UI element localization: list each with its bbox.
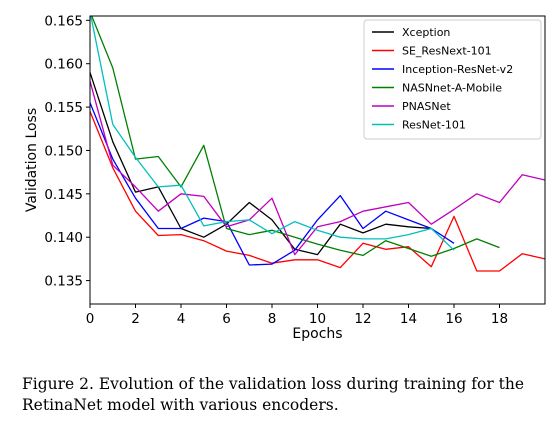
- series-line-nasnnet-a-mobile: [91, 16, 500, 257]
- y-tick-label: 0.145: [44, 187, 83, 203]
- legend-entry: NASNnet-A-Mobile: [402, 82, 502, 95]
- series-line-pnasnet: [90, 80, 545, 256]
- series-layer: [90, 16, 545, 272]
- x-axis-label: Epochs: [292, 326, 342, 342]
- y-tick-label: 0.165: [44, 13, 83, 29]
- x-tick-label: 16: [445, 311, 462, 327]
- x-tick-label: 14: [400, 311, 417, 327]
- legend-entry: ResNet-101: [402, 119, 466, 132]
- legend-entry: Inception-ResNet-v2: [402, 63, 513, 76]
- y-tick-label: 0.160: [44, 57, 83, 73]
- legend-box: [363, 19, 542, 140]
- x-tick-label: 10: [309, 311, 326, 327]
- series-line-xception: [90, 72, 432, 256]
- y-tick-label: 0.135: [44, 274, 83, 290]
- x-tick-label: 4: [177, 311, 186, 327]
- legend: Xception SE_ResNext-101 Inception-ResNet-v…: [363, 19, 542, 140]
- series-line-resnet-101: [90, 16, 455, 251]
- legend-entry: Xception: [402, 26, 450, 39]
- x-tick-label: 18: [491, 311, 508, 327]
- line-chart: 0 2 4 6 8 10 12 14 16 18 0.135 0.140 0.145 0.150 0.15…: [24, 13, 546, 342]
- legend-entry: SE_ResNext-101: [402, 45, 492, 58]
- y-tick-label: 0.155: [44, 100, 83, 116]
- x-tick-label: 8: [268, 311, 277, 327]
- series-line-inception-resnet-v2: [90, 102, 455, 266]
- figure-caption: Figure 2. Evolution of the validation lo…: [22, 375, 525, 414]
- legend-entry: PNASNet: [402, 100, 451, 113]
- x-axis: 0 2 4 6 8 10 12 14 16 18: [86, 304, 508, 327]
- x-tick-label: 2: [131, 311, 140, 327]
- series-line-se-resnext-101: [90, 111, 545, 272]
- y-tick-label: 0.140: [44, 230, 83, 246]
- x-tick-label: 0: [86, 311, 95, 327]
- y-tick-label: 0.150: [44, 143, 83, 159]
- x-tick-label: 12: [354, 311, 371, 327]
- x-tick-label: 6: [222, 311, 231, 327]
- y-axis-label: Validation Loss: [24, 108, 40, 212]
- y-axis: 0.135 0.140 0.145 0.150 0.155 0.160 0.165: [44, 13, 90, 290]
